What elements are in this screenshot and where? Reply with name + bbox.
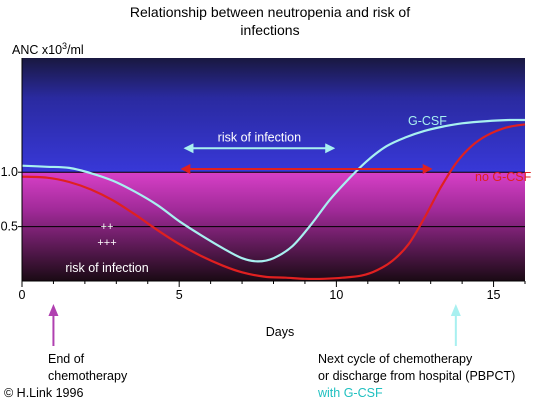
next-cycle-label-3: with G-CSF bbox=[317, 386, 383, 400]
series-line-gcsf bbox=[21, 118, 526, 263]
y-axis-label: ANC x103/ml bbox=[12, 41, 84, 57]
next-cycle-label-2: or discharge from hospital (PBPCT) bbox=[318, 369, 515, 383]
series-line-no-gcsf bbox=[21, 123, 526, 281]
end-chemo-arrowhead bbox=[48, 304, 59, 316]
normal-range-band bbox=[22, 58, 525, 173]
risk-label-bottom: risk of infection bbox=[65, 261, 148, 275]
x-tick-label: 10 bbox=[329, 288, 343, 302]
x-tick-label: 5 bbox=[176, 288, 183, 302]
risk-level-plus3: +++ bbox=[97, 237, 116, 249]
series-label-gcsf: G-CSF bbox=[408, 114, 447, 128]
y-tick-label: 0.5 bbox=[1, 220, 18, 234]
end-chemo-label-1: End of bbox=[48, 352, 85, 366]
risk-label-gcsf: risk of infection bbox=[218, 130, 301, 144]
chart-title-line2: infections bbox=[240, 22, 299, 38]
next-cycle-label-1: Next cycle of chemotherapy bbox=[318, 352, 473, 366]
end-chemo-label-2: chemotherapy bbox=[48, 369, 128, 383]
next-cycle-arrowhead bbox=[450, 304, 461, 316]
x-axis-label: Days bbox=[266, 325, 294, 339]
series-label-no-gcsf: no G-CSF bbox=[475, 170, 532, 184]
copyright-text: © H.Link 1996 bbox=[4, 386, 83, 400]
y-tick-label: 1.0 bbox=[1, 165, 18, 179]
chart-title-line1: Relationship between neutropenia and ris… bbox=[130, 4, 410, 20]
x-tick-label: 15 bbox=[487, 288, 501, 302]
risk-level-plus2: ++ bbox=[101, 221, 114, 233]
x-tick-label: 0 bbox=[19, 288, 26, 302]
